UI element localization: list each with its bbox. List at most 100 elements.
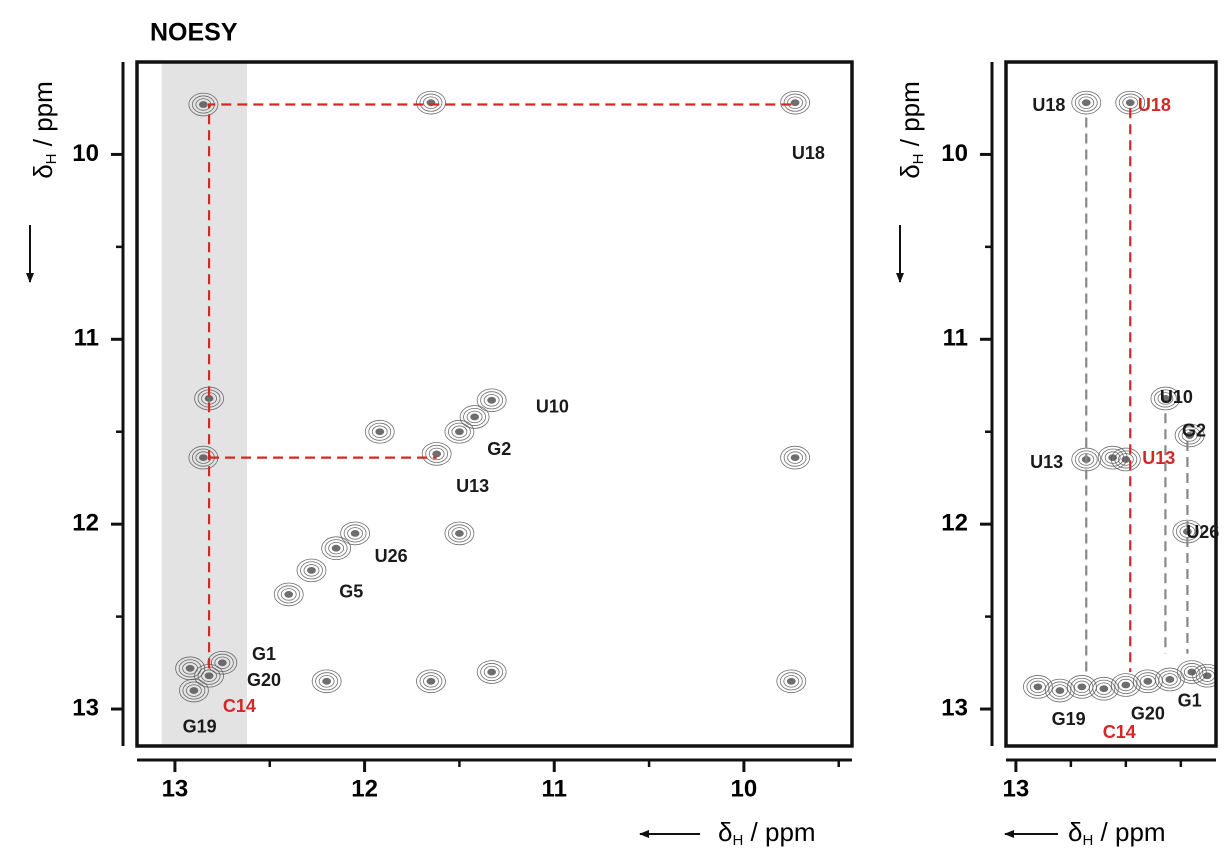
contour — [1104, 451, 1121, 464]
contour — [321, 536, 352, 560]
contour — [780, 445, 811, 470]
contour — [328, 541, 345, 555]
peak — [476, 388, 507, 413]
contour — [1026, 677, 1050, 696]
peak-label: U18 — [1138, 95, 1171, 115]
contour — [303, 564, 320, 577]
peak — [1110, 447, 1141, 472]
contour — [459, 405, 490, 429]
contour — [1077, 683, 1087, 691]
x-tick-label: 10 — [731, 775, 758, 802]
contour — [1048, 681, 1072, 700]
contour — [371, 425, 388, 438]
axis-label: δH / ppm — [718, 817, 816, 849]
peak — [273, 582, 304, 607]
x-tick-label: 13 — [1003, 775, 1030, 802]
contour — [1110, 673, 1141, 697]
contour — [455, 428, 464, 436]
contour — [463, 407, 486, 426]
contour — [1095, 682, 1112, 695]
contour — [1022, 675, 1053, 699]
contour — [423, 96, 439, 109]
contour — [284, 591, 294, 598]
peak — [1022, 675, 1053, 699]
contour — [432, 450, 442, 458]
contour — [1183, 665, 1200, 679]
contour — [487, 396, 497, 404]
contour — [324, 539, 348, 558]
contour — [185, 684, 202, 697]
contour — [1078, 96, 1095, 109]
plot-frame — [1004, 60, 1218, 748]
contour — [1192, 663, 1216, 688]
peak-label: U10 — [536, 396, 569, 416]
contour — [1033, 683, 1043, 691]
peak — [416, 669, 446, 694]
peak — [1150, 386, 1181, 411]
peak-label: G2 — [1182, 420, 1206, 440]
peak-label: C14 — [223, 696, 256, 716]
contour — [476, 388, 507, 413]
peak-label: C14 — [1103, 722, 1136, 742]
contour — [779, 672, 803, 691]
y-tick-label: 13 — [72, 694, 99, 721]
contour — [776, 669, 807, 694]
contour — [1099, 685, 1109, 693]
peak — [1071, 90, 1102, 115]
contour — [416, 669, 446, 694]
contour — [1114, 450, 1138, 469]
contour — [182, 681, 206, 700]
peak-label: G5 — [339, 581, 363, 601]
peak — [188, 445, 219, 470]
peak — [311, 669, 342, 694]
peak-label: G1 — [1178, 690, 1202, 710]
contour — [466, 410, 483, 424]
x-tick-label: 12 — [351, 775, 378, 802]
contour — [350, 530, 360, 537]
contour — [296, 558, 327, 583]
peak-label: G19 — [183, 716, 217, 736]
contour — [1143, 677, 1153, 685]
contour — [1114, 675, 1138, 694]
axis-label-unit: / ppm — [1093, 817, 1165, 847]
peak-label: U26 — [1186, 522, 1219, 542]
contour — [780, 90, 811, 115]
peak-label: U13 — [456, 476, 489, 496]
peak — [175, 656, 206, 681]
contour — [1081, 99, 1091, 107]
axis-label: δH / ppm — [895, 81, 927, 179]
axis-label: δH / ppm — [1068, 817, 1166, 849]
peak — [1192, 663, 1216, 688]
peak — [459, 405, 490, 429]
y-tick-label: 13 — [941, 694, 968, 721]
contour — [1178, 426, 1202, 445]
peak — [1066, 675, 1097, 699]
contour — [273, 582, 304, 607]
axis-label-subscript: H — [43, 153, 60, 164]
contour — [476, 660, 507, 684]
contour — [783, 675, 800, 688]
contour — [217, 659, 227, 667]
contour — [1051, 684, 1068, 697]
contour — [480, 391, 504, 410]
contour — [1074, 93, 1098, 112]
contour — [322, 677, 332, 685]
contour — [783, 93, 807, 112]
contour — [790, 454, 800, 462]
chart-title: NOESY — [150, 19, 238, 47]
contour — [307, 566, 316, 574]
peak-label: U18 — [792, 143, 825, 163]
axis-label-unit: / ppm — [28, 81, 58, 153]
connectivity-line — [207, 103, 792, 673]
peak-label: G2 — [487, 439, 511, 459]
peak — [780, 445, 811, 470]
contour — [1121, 456, 1131, 463]
contour — [1154, 667, 1185, 692]
contour — [280, 588, 297, 601]
peak-label: U26 — [375, 546, 408, 566]
contour — [188, 92, 219, 117]
peak — [416, 90, 446, 115]
contour — [185, 664, 195, 672]
axis-label-symbol: δ — [1068, 817, 1082, 847]
x-tick-label: 13 — [162, 775, 189, 802]
